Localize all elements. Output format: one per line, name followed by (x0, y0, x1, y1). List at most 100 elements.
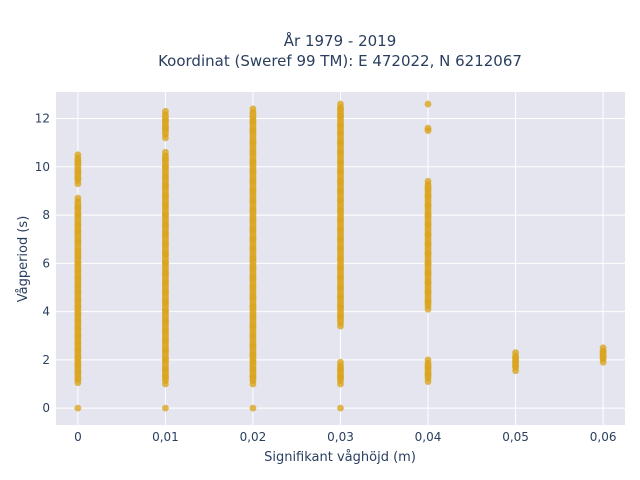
data-point (249, 358, 257, 366)
data-point (249, 351, 257, 359)
x-tick-label: 0,06 (590, 430, 617, 444)
data-point (424, 288, 432, 296)
data-point (249, 206, 257, 214)
data-point (337, 122, 344, 130)
data-point (162, 327, 169, 335)
data-point (337, 313, 344, 320)
data-point (162, 202, 169, 209)
data-point (74, 180, 82, 188)
data-point (162, 366, 169, 373)
data-point (337, 255, 344, 262)
data-point (74, 158, 82, 166)
data-point (337, 129, 344, 137)
data-point (74, 325, 82, 332)
data-point (424, 230, 432, 238)
data-point (337, 373, 344, 381)
data-point (74, 259, 82, 267)
data-point (74, 303, 82, 311)
data-point (162, 134, 169, 142)
x-tick-label: 0,01 (152, 430, 179, 444)
data-point (74, 310, 82, 318)
data-point (74, 375, 82, 383)
y-tick-label: 2 (42, 353, 50, 367)
data-point (424, 250, 432, 258)
x-tick-label: 0,05 (502, 430, 529, 444)
data-point (74, 346, 82, 354)
data-point (162, 404, 169, 412)
data-point (162, 163, 169, 171)
data-point (337, 293, 344, 301)
data-point (162, 230, 169, 238)
data-point (424, 363, 432, 371)
x-tick-label: 0 (74, 430, 82, 444)
data-point (74, 204, 82, 212)
data-point (74, 168, 82, 176)
data-point (249, 216, 257, 224)
data-point (162, 148, 169, 156)
data-point (424, 192, 432, 200)
data-point (74, 247, 82, 255)
data-point (249, 313, 257, 320)
data-point (249, 177, 257, 185)
x-tick-label: 0,03 (327, 430, 354, 444)
data-point (162, 240, 169, 248)
data-point (74, 252, 82, 260)
data-point (249, 245, 257, 253)
data-point (162, 269, 169, 277)
data-point (424, 177, 432, 185)
data-point (424, 202, 432, 209)
x-axis-title: Signifikant våghöjd (m) (264, 450, 416, 465)
data-point (424, 279, 432, 287)
data-point (424, 298, 432, 306)
data-point (249, 158, 257, 166)
data-point (249, 284, 257, 291)
y-tick-label: 10 (35, 160, 50, 174)
data-point (74, 354, 82, 361)
data-point (249, 274, 257, 282)
data-point (424, 211, 432, 219)
data-point (162, 356, 169, 364)
data-point (337, 105, 344, 113)
data-point (249, 404, 257, 412)
data-point (162, 279, 169, 287)
chart-title-line-2: Koordinat (Sweref 99 TM): E 472022, N 62… (158, 52, 522, 70)
data-point (337, 158, 344, 166)
data-point (249, 148, 257, 156)
data-point (249, 197, 257, 204)
data-point (337, 358, 344, 366)
data-point (337, 197, 344, 204)
data-point (74, 211, 82, 219)
data-point (337, 235, 344, 243)
data-point (162, 308, 169, 315)
data-point (249, 235, 257, 243)
data-point (74, 361, 82, 369)
data-point (337, 226, 344, 233)
data-point (74, 317, 82, 325)
data-point (424, 370, 432, 378)
data-point (337, 139, 344, 147)
data-point (162, 173, 169, 180)
data-point (74, 296, 82, 303)
data-point (249, 264, 257, 272)
data-point (249, 366, 257, 373)
data-point (337, 404, 344, 412)
data-point (162, 298, 169, 306)
data-point (74, 281, 82, 289)
data-point (249, 255, 257, 262)
chart-title-line-1: År 1979 - 2019 (284, 31, 397, 50)
data-point (424, 305, 432, 313)
data-point (74, 228, 82, 236)
data-point (337, 168, 344, 176)
data-point (424, 221, 432, 229)
data-point (512, 349, 519, 357)
data-point (74, 339, 82, 347)
data-point (249, 105, 257, 113)
data-point (249, 380, 257, 388)
data-point (162, 221, 169, 229)
data-point (337, 148, 344, 156)
data-point (512, 367, 519, 375)
data-point (249, 168, 257, 176)
data-point (162, 346, 169, 354)
data-point (599, 344, 607, 352)
